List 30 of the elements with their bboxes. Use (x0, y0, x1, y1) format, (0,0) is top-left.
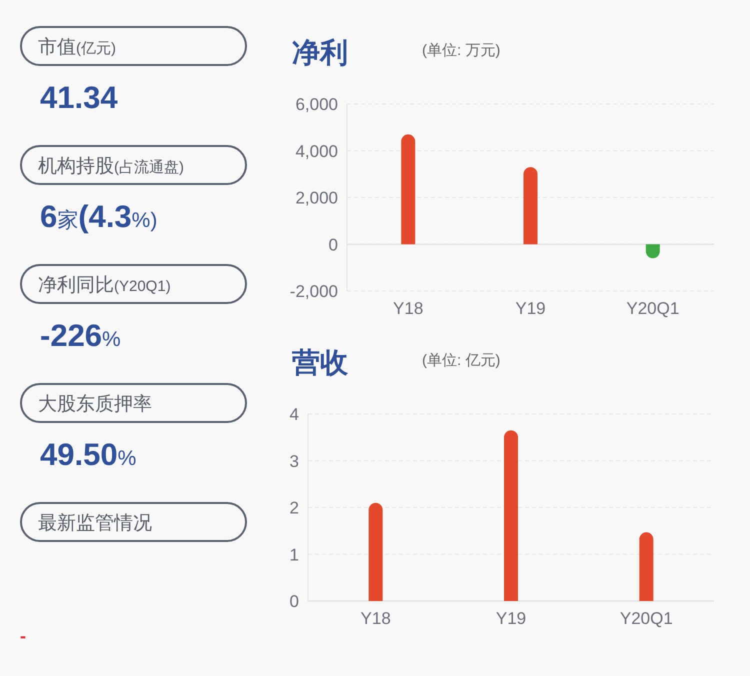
x-tick-label: Y19 (515, 299, 546, 318)
card-label: 大股东质押率 (38, 394, 152, 415)
y-tick-label: 4,000 (295, 142, 338, 161)
card-value: - (20, 626, 26, 646)
x-tick-label: Y20Q1 (626, 299, 680, 318)
subtitle: (单位: 亿元) (422, 352, 500, 369)
y-tick-label: 3 (290, 452, 299, 471)
y-tick-label: 0 (328, 235, 338, 254)
card-label: 最新监管情况 (38, 513, 152, 534)
y-tick-label: 2,000 (295, 188, 338, 208)
card-label: 机构持股(占流通盘) (38, 156, 184, 177)
card-label: 净利同比(Y20Q1) (38, 275, 171, 296)
card-value: 6家(4.3%) (40, 199, 158, 234)
x-tick-label: Y19 (496, 609, 526, 628)
y-tick-label: 6,000 (295, 95, 338, 114)
x-tick-label: Y20Q1 (620, 609, 673, 628)
card-value: 49.50% (40, 437, 136, 472)
y-tick-label: 2 (290, 498, 299, 518)
title: 营收 (292, 347, 348, 378)
x-tick-label: Y18 (393, 299, 424, 318)
card-value: -226% (40, 318, 121, 353)
y-tick-label: -2,000 (290, 282, 338, 301)
title: 净利 (292, 37, 348, 68)
y-tick-label: 4 (290, 405, 299, 424)
card-label: 市值(亿元) (38, 37, 116, 58)
card-value: 41.34 (40, 80, 118, 115)
y-tick-label: 0 (290, 592, 299, 611)
x-tick-label: Y18 (360, 609, 391, 628)
y-tick-label: 1 (290, 545, 299, 564)
subtitle: (单位: 万元) (422, 42, 500, 59)
